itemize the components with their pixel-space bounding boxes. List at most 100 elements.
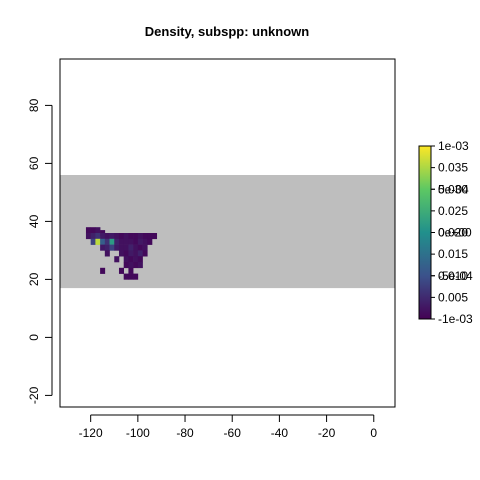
density-cell — [142, 250, 148, 257]
density-cell — [123, 273, 129, 280]
density-cell — [133, 262, 139, 269]
density-cell — [123, 262, 129, 269]
density-cell — [114, 233, 120, 240]
density-cell — [128, 244, 134, 251]
plot-area — [59, 58, 396, 408]
density-cell — [95, 227, 101, 234]
density-cell — [100, 233, 106, 240]
colorbar-label: 0.005 — [438, 290, 468, 304]
density-cell — [128, 238, 134, 245]
y-axis: -20 0 20 40 60 80 — [27, 98, 53, 404]
density-cell — [109, 244, 115, 251]
density-cell — [133, 238, 139, 245]
background-band — [60, 175, 395, 289]
density-cell — [152, 233, 158, 240]
density-cell — [118, 233, 124, 240]
density-cell — [114, 238, 120, 245]
x-tick-label: -60 — [224, 426, 242, 440]
colorbar-label: 0.030 — [438, 182, 468, 196]
x-tick-label: -120 — [79, 426, 103, 440]
density-cell — [118, 250, 124, 257]
density-cell — [128, 250, 134, 257]
x-axis: -120 -100 -80 -60 -40 -20 0 — [79, 414, 377, 440]
colorbar-label: -5e-04 — [438, 269, 473, 283]
colorbar-label: 0.020 — [438, 226, 468, 240]
colorbar-gradient — [418, 145, 432, 320]
density-cell — [104, 238, 110, 245]
density-cell — [133, 233, 139, 240]
y-tick-label: 80 — [27, 98, 41, 112]
density-cell — [109, 238, 115, 245]
density-cell — [133, 256, 139, 263]
density-cell — [104, 233, 110, 240]
y-tick-label: 40 — [27, 214, 41, 228]
density-cell — [137, 233, 143, 240]
density-cell — [100, 267, 106, 274]
density-cell — [142, 238, 148, 245]
x-tick-label: -20 — [318, 426, 336, 440]
density-cell — [147, 238, 153, 245]
y-tick-label: 60 — [27, 156, 41, 170]
density-cell — [133, 273, 139, 280]
x-tick-label: -100 — [126, 426, 150, 440]
density-cell — [90, 227, 96, 234]
density-cell — [118, 238, 124, 245]
density-cell — [85, 227, 91, 234]
density-cell — [123, 238, 129, 245]
density-cell — [118, 267, 124, 274]
density-cell — [142, 244, 148, 251]
colorbar-label: 0.015 — [438, 247, 468, 261]
colorbar-label: 5e-04 — [438, 182, 469, 196]
density-cell — [133, 250, 139, 257]
y-tick-label: 0 — [27, 334, 41, 341]
density-cell — [123, 256, 129, 263]
density-cell — [128, 262, 134, 269]
density-cell — [100, 244, 106, 251]
colorbar-ticks-a: 0.005 0.010 0.015 0.020 0.025 0.030 0.035 — [431, 161, 468, 304]
colorbar-label: 1e-03 — [438, 139, 469, 153]
colorbar-label: 0.010 — [438, 269, 468, 283]
density-cell — [104, 244, 110, 251]
density-cell — [123, 250, 129, 257]
density-cell — [109, 233, 115, 240]
colorbar-label: 0e+00 — [438, 226, 472, 240]
density-cell — [137, 238, 143, 245]
x-tick-label: -40 — [271, 426, 289, 440]
density-cell — [133, 244, 139, 251]
density-cell — [114, 244, 120, 251]
density-cell — [137, 250, 143, 257]
density-cell — [128, 267, 134, 274]
density-cell — [95, 238, 101, 245]
density-cell — [137, 244, 143, 251]
density-cell — [90, 238, 96, 245]
density-cell — [128, 256, 134, 263]
density-cell — [95, 233, 101, 240]
colorbar-label: 0.025 — [438, 204, 468, 218]
colorbar-label: 0.035 — [438, 161, 468, 175]
x-tick-label: 0 — [370, 426, 377, 440]
density-cell — [90, 233, 96, 240]
density-cell — [114, 256, 120, 263]
density-cell — [137, 256, 143, 263]
x-tick-label: -80 — [176, 426, 194, 440]
density-cell — [100, 238, 106, 245]
density-cell — [137, 262, 143, 269]
density-cell — [128, 273, 134, 280]
density-cell — [128, 233, 134, 240]
colorbar-legend: 0.005 0.010 0.015 0.020 0.025 0.030 0.035 1e-0… — [418, 139, 473, 326]
density-cells — [85, 227, 158, 280]
density-cell — [123, 244, 129, 251]
density-cell — [85, 233, 91, 240]
density-cell — [142, 233, 148, 240]
density-cell — [104, 250, 110, 257]
plot-frame — [59, 58, 396, 408]
density-cell — [118, 244, 124, 251]
y-tick-label: -20 — [27, 386, 41, 404]
density-cell — [147, 233, 153, 240]
colorbar-ticks-b: 1e-03 5e-04 0e+00 -5e-04 -1e-03 — [431, 139, 473, 326]
colorbar-label: -1e-03 — [438, 312, 473, 326]
density-cell — [123, 233, 129, 240]
chart-title: Density, subspp: unknown — [145, 24, 309, 39]
y-tick-label: 20 — [27, 272, 41, 286]
